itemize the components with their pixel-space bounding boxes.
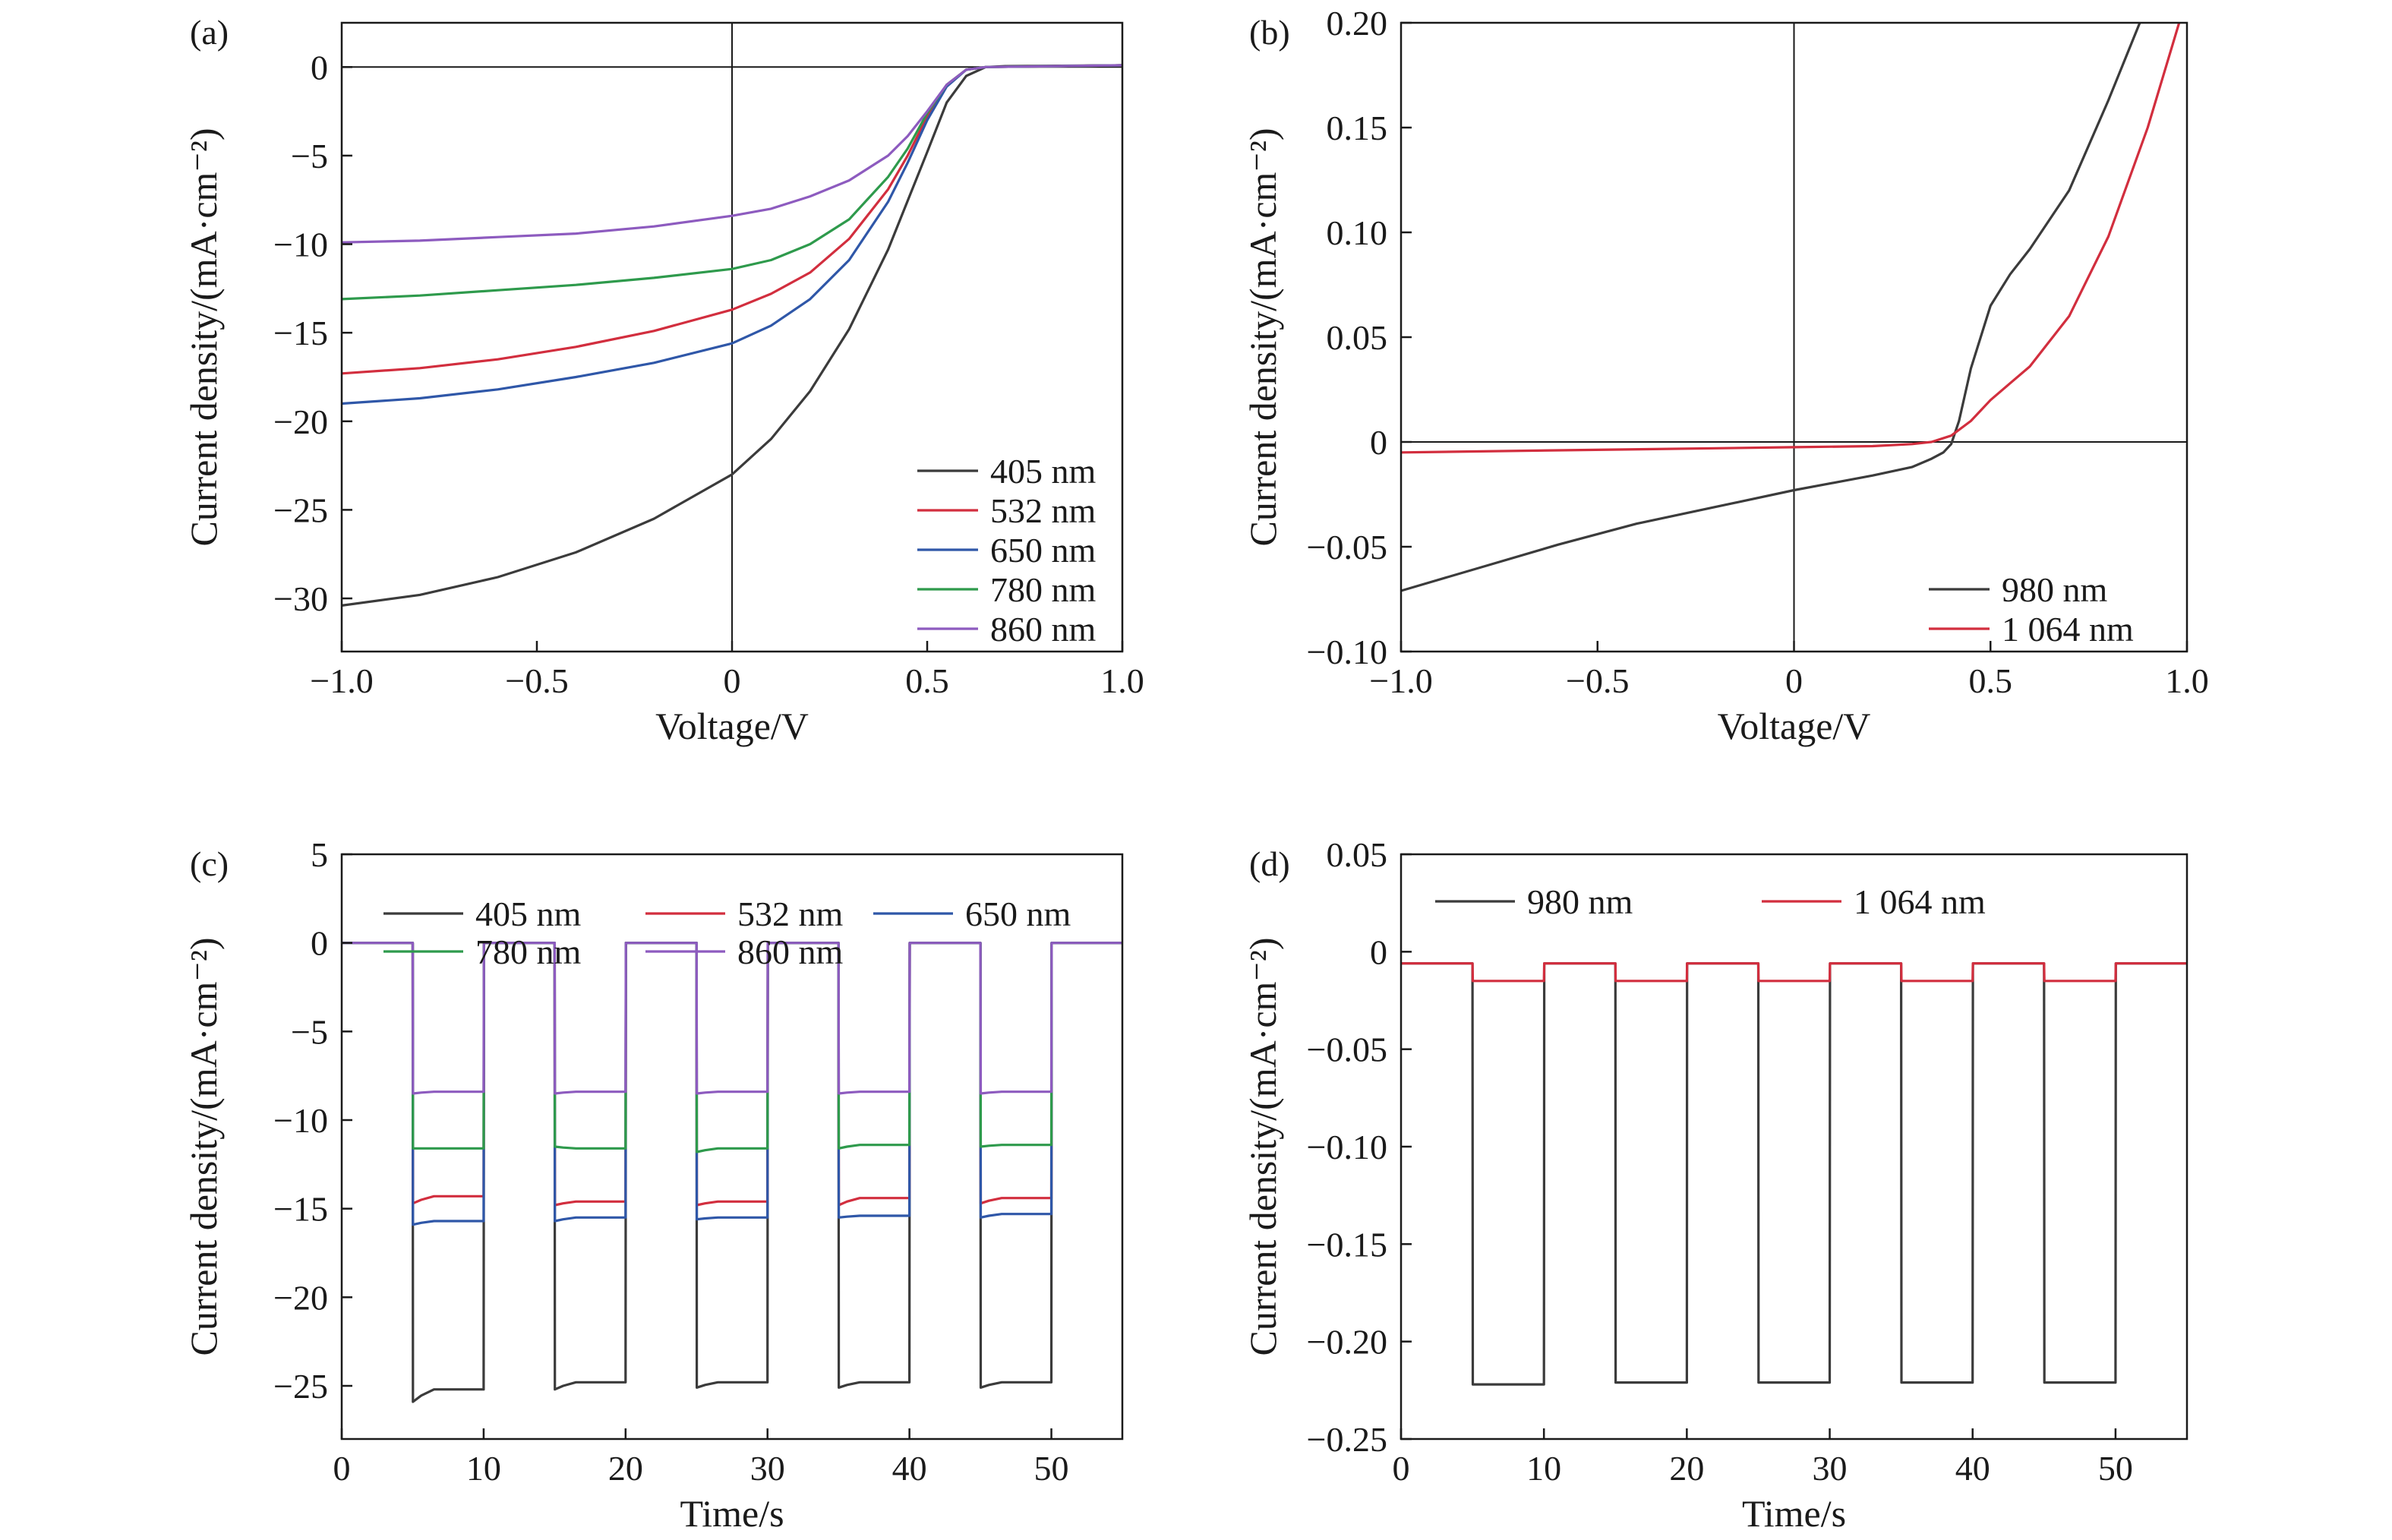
y-tick-label: −25 bbox=[273, 1367, 328, 1406]
x-tick-label: 50 bbox=[1034, 1449, 1069, 1488]
y-tick-label: −5 bbox=[291, 1012, 328, 1051]
x-tick-label: −1.0 bbox=[310, 661, 373, 700]
y-axis-label: Current density/(mA·cm⁻²) bbox=[182, 938, 225, 1356]
y-tick-label: 0 bbox=[1370, 423, 1387, 462]
y-tick-label: −30 bbox=[273, 579, 328, 618]
series-line-980nm bbox=[1401, 962, 2187, 1386]
x-axis-label: Voltage/V bbox=[1718, 705, 1871, 747]
legend-label: 650 nm bbox=[965, 895, 1071, 933]
y-tick-label: −0.20 bbox=[1307, 1323, 1387, 1362]
x-tick-label: 20 bbox=[1669, 1449, 1704, 1488]
legend-label: 532 nm bbox=[737, 895, 844, 933]
x-tick-label: 0 bbox=[724, 661, 741, 700]
x-tick-label: 0.5 bbox=[1969, 661, 2013, 700]
x-tick-label: −0.5 bbox=[505, 661, 568, 700]
x-axis-label: Time/s bbox=[680, 1492, 784, 1535]
series-line-532nm bbox=[342, 942, 1122, 1207]
panel-a: −1.0 −0.5 0 0.5 1.0 0 −5 −10 −15 −20 −25 −30 Voltage… bbox=[182, 13, 1144, 747]
legend-label: 405 nm bbox=[475, 895, 582, 933]
x-tick-label: 10 bbox=[466, 1449, 501, 1488]
y-tick-label: 0.05 bbox=[1327, 835, 1388, 874]
x-tick-label: 20 bbox=[608, 1449, 643, 1488]
x-tick-label: 0.5 bbox=[905, 661, 949, 700]
legend-label: 980 nm bbox=[1527, 882, 1633, 921]
y-tick-label: 0.05 bbox=[1327, 318, 1388, 357]
y-tick-label: −20 bbox=[273, 402, 328, 441]
panel-c: 0 10 20 30 40 5050−5−10−15−20−25Time/sCurrent… bbox=[182, 835, 1124, 1535]
y-tick-label: −0.05 bbox=[1307, 528, 1387, 566]
legend-label: 1 064 nm bbox=[1854, 882, 1986, 921]
x-tick-label: 0 bbox=[1393, 1449, 1410, 1488]
y-tick-label: 0 bbox=[311, 48, 328, 87]
series-line-405nm bbox=[342, 64, 1122, 607]
y-tick-label: 0 bbox=[1370, 933, 1387, 971]
panel-label: (c) bbox=[190, 844, 229, 883]
plot-frame bbox=[1400, 853, 2188, 1441]
x-tick-label: 0 bbox=[1785, 661, 1803, 700]
legend-label: 405 nm bbox=[990, 452, 1097, 491]
y-tick-label: −15 bbox=[273, 314, 328, 352]
y-tick-label: −10 bbox=[273, 226, 328, 264]
panel-label: (d) bbox=[1249, 844, 1290, 883]
y-tick-label: −20 bbox=[273, 1278, 328, 1317]
series-line-860nm bbox=[342, 942, 1122, 1095]
panel-label: (b) bbox=[1249, 13, 1290, 52]
x-tick-label: −0.5 bbox=[1566, 661, 1629, 700]
plot-frame bbox=[340, 853, 1124, 1441]
legend-label: 650 nm bbox=[990, 531, 1097, 570]
legend-label: 780 nm bbox=[475, 933, 582, 971]
x-tick-label: 30 bbox=[750, 1449, 785, 1488]
y-axis-label: Current density/(mA·cm⁻²) bbox=[1242, 128, 1284, 547]
y-axis-label: Current density/(mA·cm⁻²) bbox=[1242, 938, 1284, 1356]
x-tick-label: 10 bbox=[1526, 1449, 1561, 1488]
y-tick-label: −15 bbox=[273, 1190, 328, 1229]
legend-label: 780 nm bbox=[990, 570, 1097, 609]
legend-label: 860 nm bbox=[990, 610, 1097, 649]
legend-label: 1 064 nm bbox=[2002, 610, 2134, 649]
x-tick-label: 1.0 bbox=[1100, 661, 1144, 700]
y-axis-label: Current density/(mA·cm⁻²) bbox=[182, 128, 225, 547]
y-tick-label: 5 bbox=[311, 835, 328, 874]
series-line-1064nm bbox=[1401, 962, 2187, 983]
y-tick-label: −0.10 bbox=[1307, 633, 1387, 671]
y-tick-label: 0.15 bbox=[1327, 109, 1388, 147]
legend-label: 980 nm bbox=[2002, 570, 2108, 609]
y-tick-label: 0.10 bbox=[1327, 213, 1388, 252]
series-line-980nm bbox=[1401, 23, 2141, 592]
y-tick-label: −0.05 bbox=[1307, 1030, 1387, 1069]
x-tick-label: 0 bbox=[333, 1449, 351, 1488]
y-tick-label: 0 bbox=[311, 924, 328, 963]
x-axis-label: Time/s bbox=[1742, 1492, 1846, 1535]
legend-label: 860 nm bbox=[737, 933, 844, 971]
panel-d: 0 10 20 30 40 50 0.05 0 −0.05 −0.10 −0.15 −0.20 −0.2… bbox=[1242, 835, 2188, 1535]
x-tick-label: −1.0 bbox=[1369, 661, 1432, 700]
series-line-1064nm bbox=[1401, 23, 2181, 454]
x-tick-label: 50 bbox=[2098, 1449, 2133, 1488]
y-tick-label: −0.10 bbox=[1307, 1128, 1387, 1166]
y-tick-label: −0.25 bbox=[1307, 1420, 1387, 1459]
series-line-780nm bbox=[342, 942, 1122, 1153]
series-line-405nm bbox=[342, 942, 1122, 1403]
x-tick-label: 30 bbox=[1813, 1449, 1848, 1488]
series-line-860nm bbox=[342, 64, 1122, 244]
x-tick-label: 1.0 bbox=[2165, 661, 2209, 700]
panel-label: (a) bbox=[190, 13, 229, 52]
y-tick-label: −25 bbox=[273, 491, 328, 529]
panel-b: −1.0 −0.5 0 0.5 1.0 −0.10 −0.05 0 0.05 0.10 0.15 0.… bbox=[1242, 4, 2209, 747]
y-tick-label: −5 bbox=[291, 137, 328, 175]
x-axis-label: Voltage/V bbox=[655, 705, 809, 747]
y-tick-label: −10 bbox=[273, 1101, 328, 1140]
series-line-650nm bbox=[342, 942, 1122, 1226]
x-tick-label: 40 bbox=[892, 1449, 927, 1488]
x-tick-label: 40 bbox=[1955, 1449, 1990, 1488]
y-tick-label: 0.20 bbox=[1327, 4, 1388, 43]
legend-label: 532 nm bbox=[990, 491, 1097, 530]
y-tick-label: −0.15 bbox=[1307, 1225, 1387, 1264]
